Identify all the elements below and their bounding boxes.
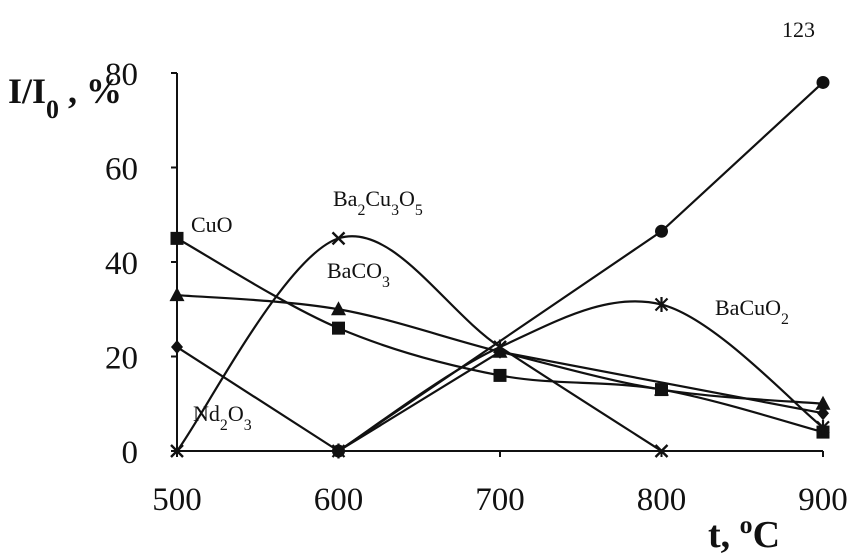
data-point-bacuo2 [331, 443, 346, 459]
y-tick-label: 40 [105, 246, 138, 282]
data-point-ba2cu3o5 [170, 444, 184, 458]
annotation-bacuo2: BaCuO2 [715, 295, 789, 328]
annotation-baco3: BaCO3 [327, 258, 390, 291]
annotation-123: 123 [782, 17, 815, 42]
annotation-ba2cu3o5: Ba2Cu3O5 [333, 186, 423, 219]
series-line-bacuo2 [337, 300, 824, 452]
data-point-nd2o3 [171, 340, 183, 355]
series-curves [176, 81, 824, 453]
data-point-ba2cu3o5 [331, 231, 346, 246]
data-point-nd2o3 [817, 406, 829, 421]
data-point-bacuo2 [654, 297, 669, 313]
series-line-ba2cu3o5 [176, 235, 663, 452]
x-tick-label: 600 [314, 482, 364, 518]
series-line-nd2o3 [176, 346, 824, 453]
data-point-baco3 [331, 301, 346, 316]
y-tick-label: 80 [105, 57, 138, 93]
data-point-bacuo2 [816, 419, 830, 435]
data-point-cuo [493, 368, 507, 382]
data-point-ba2cu3o5 [654, 444, 669, 458]
x-axis-title: t, oC [708, 510, 780, 556]
data-point-123 [655, 224, 668, 238]
y-axis-title: I/I0 , % [8, 71, 122, 124]
data-point-baco3 [654, 381, 669, 396]
annotation-nd2o3: Nd2O3 [193, 401, 252, 434]
annotation-cuo: CuO [191, 212, 233, 237]
x-tick-label: 900 [798, 482, 848, 518]
tick-labels: 0 20 40 60 80 500 600 700 800 900 [105, 57, 848, 518]
y-tick-label: 20 [105, 341, 138, 377]
data-point-123 [816, 75, 830, 89]
axes [171, 72, 824, 457]
y-tick-label: 60 [105, 152, 138, 188]
series-markers [169, 75, 831, 459]
y-tick-label: 0 [122, 435, 139, 471]
data-point-cuo [332, 321, 345, 335]
data-point-bacuo2 [493, 339, 507, 355]
x-tick-label: 500 [152, 482, 202, 518]
data-point-baco3 [815, 395, 831, 410]
x-tick-label: 800 [637, 482, 687, 518]
data-point-baco3 [169, 287, 185, 302]
data-point-cuo [170, 231, 184, 245]
x-tick-label: 700 [475, 482, 525, 518]
series-line-cuo [176, 237, 824, 434]
annotations: I/I0 , % t, oC 123 CuO Ba2Cu3O5 BaCO3 BaCuO2 Nd… [8, 17, 815, 556]
